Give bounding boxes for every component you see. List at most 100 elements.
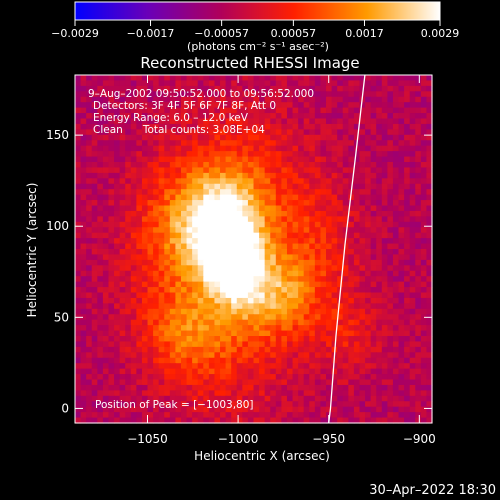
heatmap-cell bbox=[326, 91, 333, 98]
heatmap-cell bbox=[164, 134, 171, 141]
heatmap-cell bbox=[102, 325, 110, 332]
heatmap-cell bbox=[409, 292, 416, 299]
heatmap-cell bbox=[97, 156, 104, 163]
heatmap-cell bbox=[320, 232, 327, 239]
heatmap-cell bbox=[108, 156, 115, 163]
heatmap-cell bbox=[409, 336, 416, 343]
heatmap-cell bbox=[136, 330, 143, 337]
heatmap-cell bbox=[353, 401, 361, 408]
heatmap-cell bbox=[75, 276, 82, 283]
heatmap-cell bbox=[97, 417, 104, 424]
heatmap-cell bbox=[75, 232, 82, 239]
heatmap-cell bbox=[337, 167, 344, 174]
heatmap-cell bbox=[387, 145, 394, 152]
heatmap-cell bbox=[247, 145, 255, 152]
heatmap-cell bbox=[370, 308, 377, 315]
heatmap-cell bbox=[359, 368, 366, 375]
heatmap-cell bbox=[275, 412, 282, 419]
heatmap-cell bbox=[398, 200, 405, 207]
heatmap-cell bbox=[365, 412, 372, 419]
heatmap-cell bbox=[141, 129, 149, 136]
heatmap-cell bbox=[186, 216, 193, 223]
heatmap-cell bbox=[236, 221, 243, 228]
heatmap-cell bbox=[225, 281, 232, 288]
heatmap-cell bbox=[292, 232, 299, 239]
heatmap-cell bbox=[253, 178, 260, 185]
heatmap-cell bbox=[387, 140, 394, 147]
heatmap-cell bbox=[392, 205, 400, 212]
heatmap-cell bbox=[342, 265, 349, 272]
heatmap-cell bbox=[392, 374, 400, 381]
heatmap-cell bbox=[420, 384, 428, 391]
heatmap-cell bbox=[203, 249, 210, 256]
heatmap-cell bbox=[208, 205, 216, 212]
heatmap-cell bbox=[309, 123, 316, 130]
heatmap-cell bbox=[169, 113, 177, 120]
heatmap-cell bbox=[326, 341, 333, 348]
heatmap-cell bbox=[231, 151, 238, 158]
heatmap-cell bbox=[180, 194, 188, 201]
heatmap-cell bbox=[102, 85, 110, 92]
heatmap-cell bbox=[114, 249, 121, 256]
heatmap-cell bbox=[292, 395, 299, 402]
heatmap-cell bbox=[141, 102, 149, 109]
heatmap-cell bbox=[342, 227, 349, 234]
heatmap-cell bbox=[253, 281, 260, 288]
heatmap-cell bbox=[415, 156, 422, 163]
heatmap-cell bbox=[353, 406, 361, 413]
heatmap-cell bbox=[231, 346, 238, 353]
heatmap-cell bbox=[180, 210, 188, 217]
heatmap-cell bbox=[253, 102, 260, 109]
heatmap-cell bbox=[169, 281, 177, 288]
heatmap-cell bbox=[342, 406, 349, 413]
heatmap-cell bbox=[353, 113, 361, 120]
heatmap-cell bbox=[326, 123, 333, 130]
heatmap-cell bbox=[253, 259, 260, 266]
heatmap-cell bbox=[136, 346, 143, 353]
heatmap-cell bbox=[175, 134, 182, 141]
heatmap-cell bbox=[158, 265, 165, 272]
heatmap-cell bbox=[186, 178, 193, 185]
heatmap-cell bbox=[231, 308, 238, 315]
heatmap-cell bbox=[298, 140, 305, 147]
heatmap-cell bbox=[298, 303, 305, 310]
heatmap-cell bbox=[359, 363, 366, 370]
heatmap-cell bbox=[75, 303, 82, 310]
heatmap-cell bbox=[208, 341, 216, 348]
heatmap-cell bbox=[415, 325, 422, 332]
heatmap-cell bbox=[114, 412, 121, 419]
heatmap-cell bbox=[180, 341, 188, 348]
heatmap-cell bbox=[415, 254, 422, 261]
heatmap-cell bbox=[147, 216, 154, 223]
heatmap-cell bbox=[75, 172, 82, 179]
heatmap-cell bbox=[208, 162, 216, 169]
heatmap-cell bbox=[192, 336, 199, 343]
heatmap-cell bbox=[376, 352, 383, 359]
heatmap-cell bbox=[292, 417, 299, 424]
heatmap-cell bbox=[398, 134, 405, 141]
heatmap-cell bbox=[175, 118, 182, 125]
heatmap-cell bbox=[147, 368, 154, 375]
heatmap-cell bbox=[180, 352, 188, 359]
heatmap-cell bbox=[208, 102, 216, 109]
heatmap-cell bbox=[426, 172, 433, 179]
heatmap-cell bbox=[75, 336, 82, 343]
heatmap-cell bbox=[381, 167, 388, 174]
heatmap-cell bbox=[75, 156, 82, 163]
heatmap-cell bbox=[309, 352, 316, 359]
heatmap-cell bbox=[381, 238, 388, 245]
heatmap-cell bbox=[426, 227, 433, 234]
heatmap-cell bbox=[381, 341, 388, 348]
heatmap-cell bbox=[130, 221, 137, 228]
heatmap-cell bbox=[326, 281, 333, 288]
heatmap-cell bbox=[180, 346, 188, 353]
heatmap-cell bbox=[225, 194, 232, 201]
heatmap-cell bbox=[387, 395, 394, 402]
heatmap-cell bbox=[253, 75, 260, 82]
heatmap-cell bbox=[136, 412, 143, 419]
heatmap-cell bbox=[370, 341, 377, 348]
heatmap-cell bbox=[114, 352, 121, 359]
heatmap-cell bbox=[203, 140, 210, 147]
heatmap-cell bbox=[264, 151, 271, 158]
